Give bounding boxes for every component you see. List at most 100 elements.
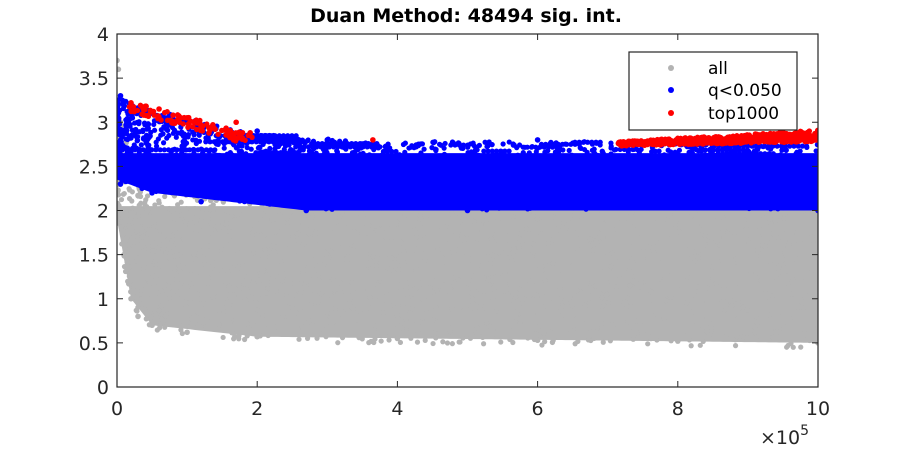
scatter-point-q-significant (571, 198, 577, 204)
scatter-point-all (309, 214, 316, 220)
scatter-point-q-significant (335, 167, 341, 173)
scatter-point-all (439, 263, 446, 269)
scatter-point-q-significant (260, 182, 266, 189)
scatter-point-all (760, 231, 766, 238)
scatter-point-q-significant (240, 191, 246, 198)
scatter-point-all (533, 331, 539, 337)
scatter-point-q-significant (717, 154, 723, 161)
scatter-point-all (146, 262, 152, 268)
scatter-point-q-significant (322, 174, 328, 180)
scatter-point-all (280, 311, 286, 318)
scatter-point-all (260, 267, 266, 273)
scatter-point-all (594, 325, 600, 331)
scatter-point-all (507, 336, 513, 343)
scatter-point-all (665, 272, 671, 278)
scatter-point-q-significant (263, 137, 269, 143)
scatter-point-q-significant (526, 150, 532, 156)
scatter-point-all (520, 241, 526, 248)
scatter-point-q-significant (398, 155, 404, 161)
scatter-point-all (723, 305, 729, 311)
scatter-point-all (309, 322, 315, 328)
scatter-point-q-significant (293, 144, 299, 150)
scatter-point-all (568, 327, 574, 333)
scatter-point-q-significant (121, 154, 127, 160)
scatter-point-q-significant (279, 154, 286, 161)
scatter-point-q-significant (415, 165, 422, 171)
scatter-point-all (529, 279, 535, 286)
scatter-point-all (758, 256, 764, 262)
scatter-point-q-significant (136, 155, 143, 161)
scatter-point-q-significant (492, 202, 498, 208)
scatter-point-all (610, 227, 616, 233)
scatter-point-q-significant (484, 143, 490, 150)
scatter-point-all (797, 237, 804, 243)
scatter-point-all (777, 218, 783, 224)
scatter-point-all (336, 245, 343, 251)
scatter-point-all (143, 316, 149, 322)
scatter-point-q-significant (438, 198, 444, 204)
scatter-point-q-significant (220, 139, 226, 145)
scatter-point-q-significant (274, 192, 281, 198)
scatter-point-all (263, 308, 269, 314)
scatter-point-q-significant (126, 151, 132, 157)
scatter-point-all (364, 235, 370, 241)
scatter-point-all (410, 223, 416, 229)
scatter-point-q-significant (782, 153, 789, 159)
scatter-point-q-significant (678, 181, 684, 187)
scatter-point-all (705, 244, 711, 250)
scatter-point-q-significant (419, 155, 425, 161)
scatter-point-all (350, 211, 356, 218)
scatter-point-all (159, 204, 165, 210)
scatter-point-q-significant (296, 154, 302, 161)
scatter-point-q-significant (613, 202, 619, 208)
scatter-point-top1000 (681, 137, 688, 144)
scatter-point-all (149, 270, 156, 277)
scatter-point-all (762, 297, 768, 303)
scatter-point-q-significant (117, 181, 124, 187)
scatter-point-q-significant (172, 180, 179, 187)
scatter-point-q-significant (778, 143, 784, 149)
scatter-point-q-significant (140, 147, 146, 153)
scatter-point-q-significant (117, 117, 122, 123)
scatter-point-all (389, 238, 395, 244)
scatter-point-q-significant (327, 156, 333, 162)
scatter-point-top1000 (178, 115, 184, 121)
scatter-point-all (481, 275, 487, 281)
scatter-point-q-significant (464, 207, 471, 214)
scatter-point-all (631, 220, 637, 226)
scatter-point-q-significant (442, 140, 448, 147)
scatter-point-all (161, 245, 167, 251)
scatter-point-all (756, 226, 763, 232)
scatter-point-q-significant (800, 163, 807, 169)
scatter-point-all (440, 339, 446, 345)
scatter-point-all (510, 308, 516, 314)
scatter-point-all (748, 331, 754, 337)
scatter-point-all (610, 277, 616, 283)
scatter-point-all (352, 318, 358, 324)
scatter-point-all (646, 319, 653, 325)
scatter-point-all (489, 270, 495, 277)
scatter-point-q-significant (572, 166, 578, 172)
x-tick-label: 0 (111, 398, 123, 420)
scatter-point-all (199, 206, 206, 212)
scatter-point-all (192, 261, 198, 267)
scatter-point-top1000 (618, 142, 625, 148)
scatter-point-all (186, 300, 193, 306)
scatter-point-all (250, 323, 257, 329)
scatter-point-all (378, 338, 384, 344)
scatter-point-all (227, 319, 233, 325)
scatter-point-all (134, 291, 141, 297)
scatter-point-all (810, 298, 816, 304)
scatter-point-q-significant (693, 165, 699, 172)
plot-area (117, 57, 818, 350)
scatter-point-q-significant (305, 137, 311, 143)
legend-box (628, 51, 798, 131)
scatter-point-q-significant (216, 189, 222, 196)
scatter-point-q-significant (633, 156, 640, 163)
scatter-point-all (244, 333, 250, 339)
scatter-point-q-significant (778, 195, 785, 201)
scatter-point-q-significant (245, 164, 252, 171)
legend: all q<0.050 top1000 (628, 51, 798, 131)
scatter-point-q-significant (657, 156, 663, 162)
scatter-point-all (697, 342, 703, 348)
